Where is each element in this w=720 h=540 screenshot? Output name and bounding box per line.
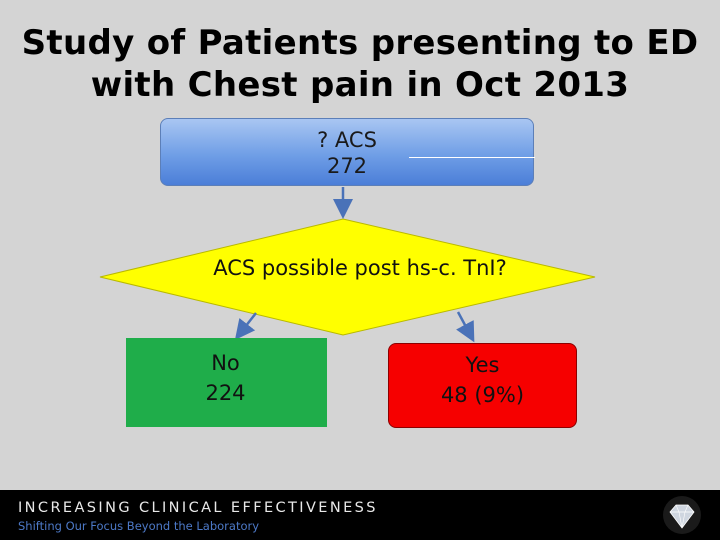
- slide-title: Study of Patients presenting to ED with …: [0, 22, 720, 106]
- decision-label: ACS possible post hs-c. TnI?: [213, 256, 507, 280]
- arrow-decision-to-no: [234, 312, 257, 340]
- footer-sub-text: Shifting Our Focus Beyond the Laboratory: [18, 519, 260, 533]
- no-node-value: 224: [205, 381, 246, 405]
- decision-diamond: [99, 218, 596, 336]
- no-node: No 224: [126, 338, 327, 427]
- yes-node-value: 48 (9%): [440, 383, 525, 407]
- title-line-2: with Chest pain in Oct 2013: [90, 65, 630, 105]
- acs-node-value: 272: [326, 154, 368, 178]
- yes-node: Yes 48 (9%): [388, 343, 577, 428]
- acs-node: ? ACS 272: [160, 118, 535, 186]
- acs-node-divider: [409, 157, 535, 158]
- yes-node-label: Yes: [465, 353, 500, 377]
- no-node-label: No: [211, 351, 240, 375]
- footer-banner: INCREASING CLINICAL EFFECTIVENESS Shifti…: [0, 490, 720, 540]
- arrow-decision-to-yes: [456, 311, 475, 343]
- title-line-1: Study of Patients presenting to ED: [21, 23, 699, 63]
- acs-node-label: ? ACS: [317, 128, 377, 152]
- footer-main-text: INCREASING CLINICAL EFFECTIVENESS: [18, 500, 378, 516]
- diamond-logo-icon: [663, 496, 701, 534]
